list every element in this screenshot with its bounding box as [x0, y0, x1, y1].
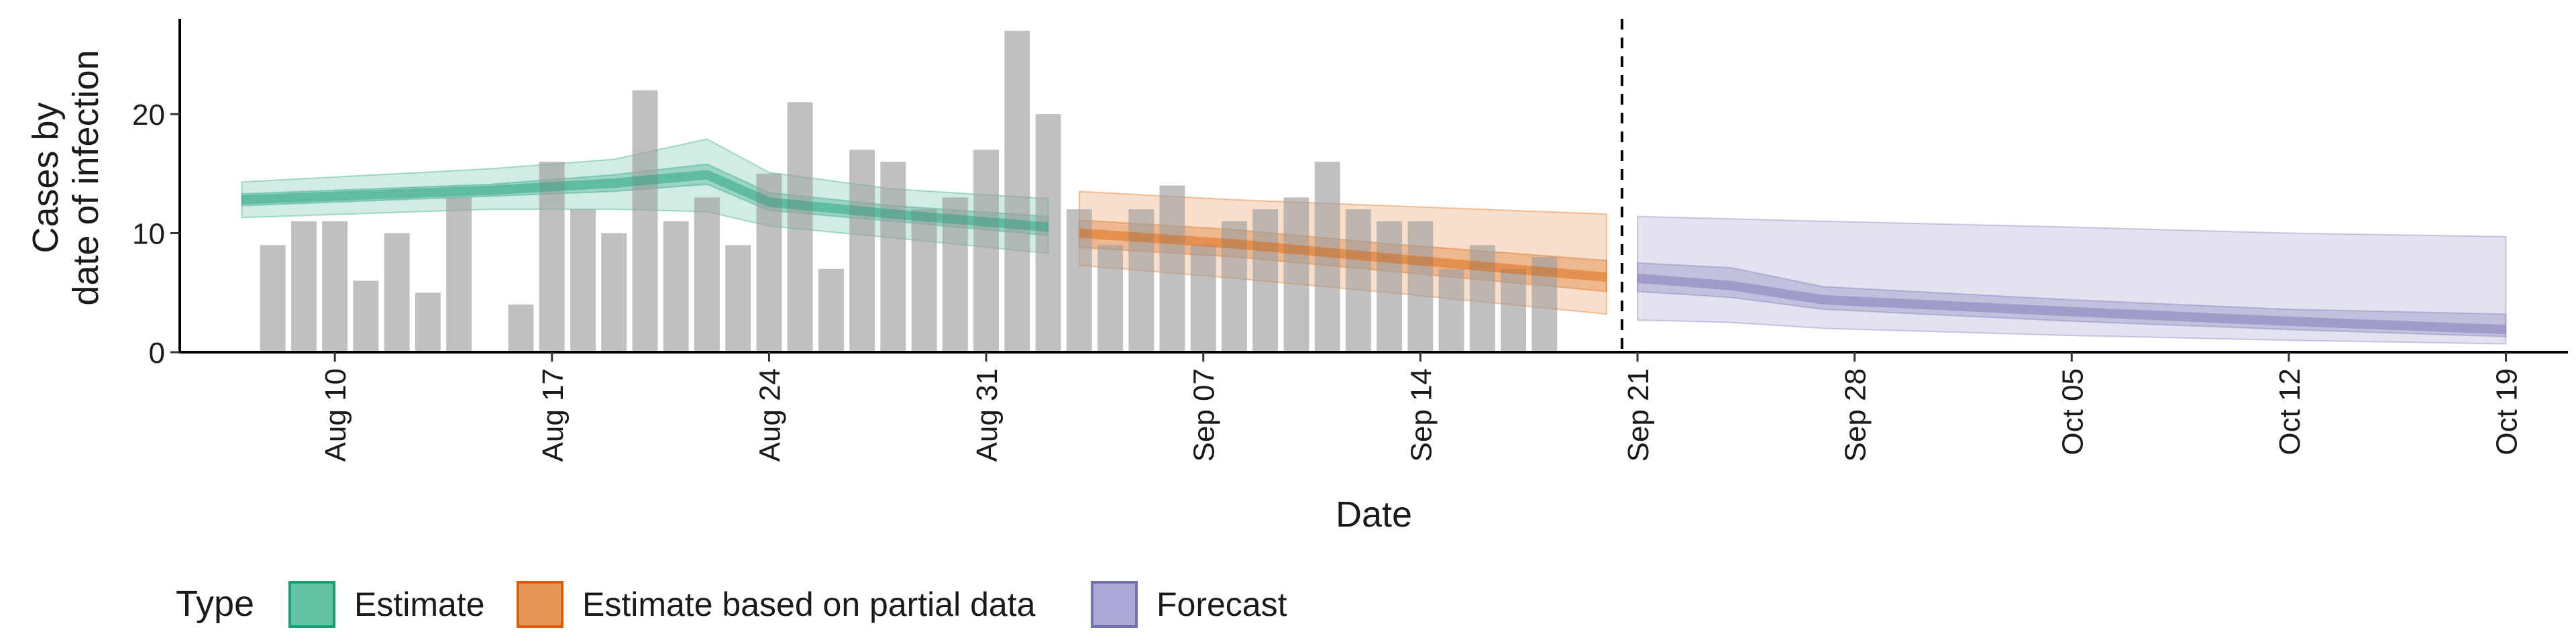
x-axis-label: Date: [1336, 494, 1412, 535]
axes-layer: 0 10 20 Aug 10 Aug 17 Aug 24 Aug 31 Sep 07 Sep 1…: [132, 19, 2568, 462]
bar-39: [1469, 245, 1495, 353]
y-tick-label-0: 0: [149, 337, 165, 370]
legend-label-0: Estimate: [354, 586, 485, 623]
bar-25: [1035, 114, 1061, 352]
bar-41: [1532, 257, 1558, 352]
bar-17: [787, 102, 813, 353]
bar-10: [570, 209, 596, 352]
y-tick-label-1: 10: [132, 218, 165, 251]
bar-37: [1407, 221, 1434, 353]
bar-9: [539, 162, 565, 352]
bar-8: [508, 305, 534, 352]
bar-4: [384, 233, 410, 352]
bar-31: [1222, 221, 1247, 353]
bar-12: [632, 90, 658, 352]
bar-40: [1501, 268, 1526, 353]
bar-35: [1345, 209, 1371, 352]
bar-23: [973, 150, 999, 353]
x-tick-label-0: Aug 10: [319, 368, 352, 462]
bar-34: [1314, 162, 1340, 352]
bar-32: [1252, 209, 1279, 352]
legend-key-1: [517, 581, 564, 628]
median-line-1: [1079, 228, 1607, 282]
median-line-0: [241, 170, 1049, 232]
x-tick-label-9: Oct 12: [2273, 368, 2306, 455]
legend-title: Type: [176, 584, 254, 624]
legend-label-2: Forecast: [1157, 586, 1287, 623]
median-line-2: [1637, 273, 2506, 335]
bar-33: [1283, 197, 1309, 353]
x-tick-label-3: Aug 31: [971, 368, 1004, 462]
bar-19: [849, 150, 875, 353]
y-tick-label-2: 20: [132, 99, 165, 131]
bar-15: [725, 245, 751, 353]
bar-36: [1377, 221, 1403, 353]
x-tick-label-8: Oct 05: [2056, 368, 2089, 455]
bar-2: [322, 221, 348, 353]
bar-27: [1097, 245, 1123, 353]
x-tick-label-1: Aug 17: [537, 368, 570, 462]
legend-key-0: [288, 581, 335, 628]
bar-30: [1190, 245, 1216, 353]
bar-21: [911, 209, 937, 352]
bar-20: [880, 162, 906, 352]
legend: Type Estimate Estimate based on partial d…: [176, 581, 1287, 628]
x-tick-label-4: Sep 07: [1188, 368, 1221, 462]
ribbon-90-2: [1637, 215, 2507, 345]
bar-6: [446, 197, 472, 353]
x-tick-label-7: Sep 28: [1839, 368, 1872, 462]
bar-16: [756, 173, 782, 353]
bar-38: [1438, 268, 1464, 353]
ribbon-50-2: [1637, 262, 2507, 337]
bar-18: [818, 268, 844, 353]
bar-layer: [260, 30, 1558, 353]
bar-29: [1159, 185, 1185, 352]
bar-0: [260, 245, 286, 353]
y-axis-label-line1: Cases by: [25, 102, 66, 253]
legend-key-2: [1091, 581, 1138, 628]
x-tick-label-2: Aug 24: [753, 368, 786, 462]
bar-5: [415, 292, 441, 353]
legend-label-1: Estimate based on partial data: [582, 586, 1036, 623]
bar-28: [1128, 209, 1155, 352]
bar-1: [291, 221, 317, 353]
bar-24: [1004, 30, 1030, 353]
bar-13: [663, 221, 689, 353]
y-axis-label-line2: date of infection: [66, 50, 106, 305]
x-tick-label-5: Sep 14: [1405, 368, 1438, 462]
median-layer: [241, 170, 2506, 335]
bar-3: [353, 280, 379, 352]
bar-11: [601, 233, 627, 352]
x-tick-label-10: Oct 19: [2491, 368, 2524, 455]
bar-14: [694, 197, 720, 353]
x-tick-label-6: Sep 21: [1622, 368, 1655, 462]
bar-22: [942, 197, 968, 353]
bar-26: [1066, 209, 1092, 352]
